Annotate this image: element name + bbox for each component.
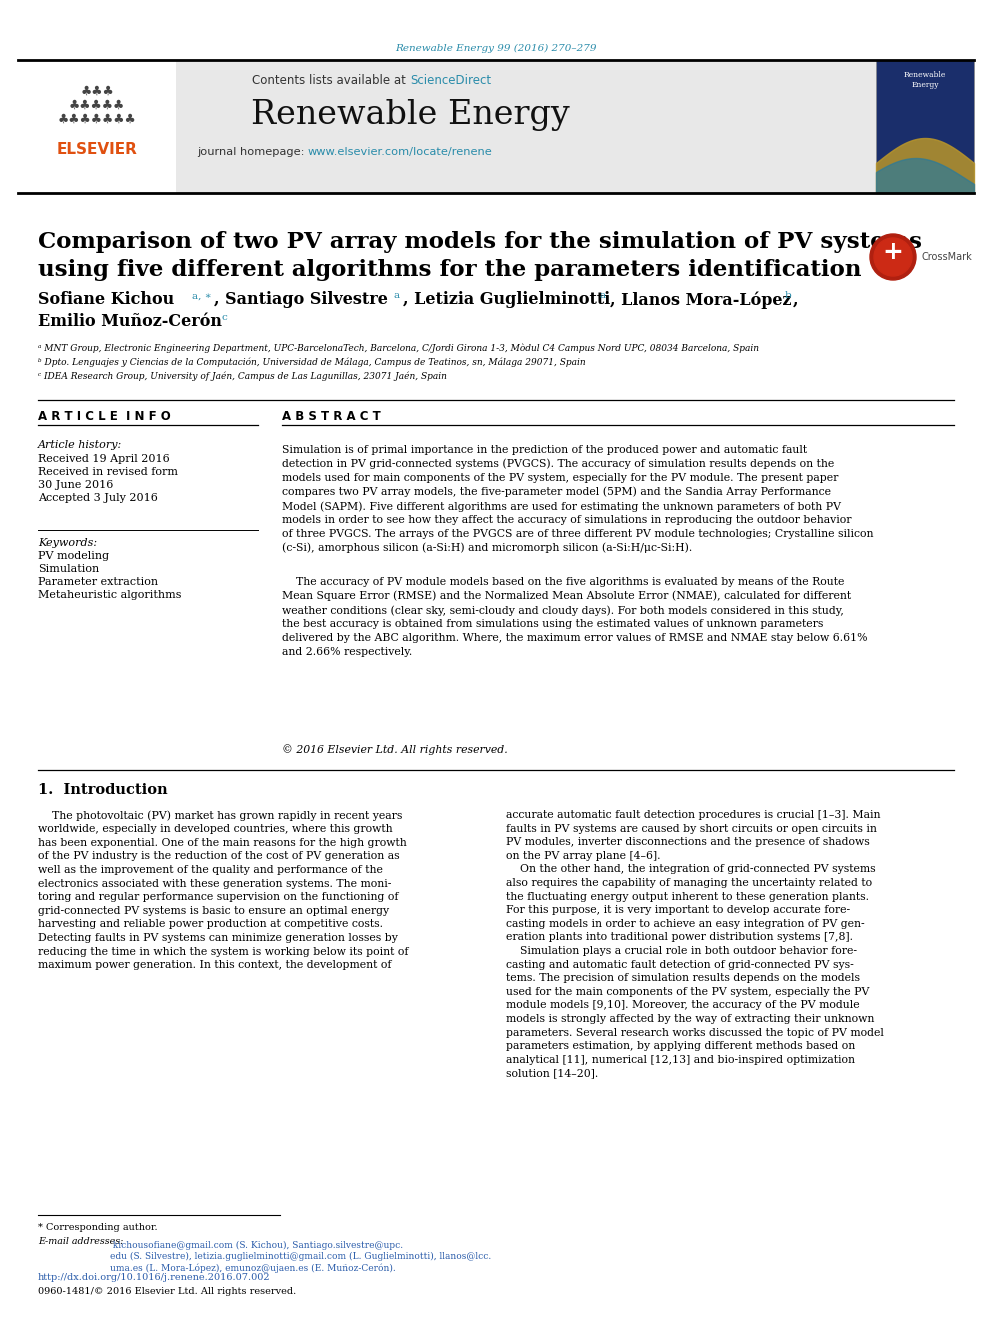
Text: PV modeling: PV modeling — [38, 550, 109, 561]
Text: ᵃ MNT Group, Electronic Engineering Department, UPC-BarcelonaTech, Barcelona, C/: ᵃ MNT Group, Electronic Engineering Depa… — [38, 343, 759, 353]
Circle shape — [870, 234, 916, 280]
Text: * Corresponding author.: * Corresponding author. — [38, 1224, 158, 1233]
Text: 0960-1481/© 2016 Elsevier Ltd. All rights reserved.: 0960-1481/© 2016 Elsevier Ltd. All right… — [38, 1287, 297, 1297]
Text: CrossMark: CrossMark — [921, 251, 972, 262]
Circle shape — [874, 238, 912, 277]
Text: 1.  Introduction: 1. Introduction — [38, 783, 168, 796]
Text: A B S T R A C T: A B S T R A C T — [282, 410, 381, 422]
Text: Keywords:: Keywords: — [38, 538, 97, 548]
Text: Simulation: Simulation — [38, 564, 99, 574]
Text: , Llanos Mora-López: , Llanos Mora-López — [610, 291, 792, 308]
Text: Renewable Energy: Renewable Energy — [251, 99, 569, 131]
Text: E-mail addresses:: E-mail addresses: — [38, 1237, 123, 1245]
Text: accurate automatic fault detection procedures is crucial [1–3]. Main
faults in P: accurate automatic fault detection proce… — [506, 810, 884, 1078]
Text: a: a — [600, 291, 606, 300]
Text: Contents lists available at: Contents lists available at — [252, 74, 410, 86]
Text: , Letizia Guglielminotti: , Letizia Guglielminotti — [403, 291, 610, 308]
Text: ♣♣♣
♣♣♣♣♣
♣♣♣♣♣♣♣: ♣♣♣ ♣♣♣♣♣ ♣♣♣♣♣♣♣ — [58, 85, 136, 126]
Text: © 2016 Elsevier Ltd. All rights reserved.: © 2016 Elsevier Ltd. All rights reserved… — [282, 745, 508, 755]
Text: , Santiago Silvestre: , Santiago Silvestre — [214, 291, 388, 308]
Text: Parameter extraction: Parameter extraction — [38, 577, 158, 587]
Text: using five different algorithms for the parameters identification: using five different algorithms for the … — [38, 259, 861, 280]
Text: Simulation is of primal importance in the prediction of the produced power and a: Simulation is of primal importance in th… — [282, 445, 874, 553]
Text: The photovoltaic (PV) market has grown rapidly in recent years
worldwide, especi: The photovoltaic (PV) market has grown r… — [38, 810, 409, 970]
Text: ScienceDirect: ScienceDirect — [410, 74, 491, 86]
Text: Renewable
Energy: Renewable Energy — [904, 71, 946, 89]
Text: journal homepage:: journal homepage: — [196, 147, 308, 157]
Text: Sofiane Kichou: Sofiane Kichou — [38, 291, 175, 308]
Text: a, ∗: a, ∗ — [192, 291, 211, 300]
Text: Comparison of two PV array models for the simulation of PV systems: Comparison of two PV array models for th… — [38, 232, 922, 253]
Bar — [876, 60, 974, 193]
Text: kichousofiane@gmail.com (S. Kichou), Santiago.silvestre@upc.
edu (S. Silvestre),: kichousofiane@gmail.com (S. Kichou), San… — [110, 1241, 491, 1273]
Text: Emilio Muñoz-Cerón: Emilio Muñoz-Cerón — [38, 314, 222, 331]
Text: A R T I C L E  I N F O: A R T I C L E I N F O — [38, 410, 171, 422]
Text: Received in revised form: Received in revised form — [38, 467, 178, 478]
Text: Received 19 April 2016: Received 19 April 2016 — [38, 454, 170, 464]
Text: Accepted 3 July 2016: Accepted 3 July 2016 — [38, 493, 158, 503]
Text: Metaheuristic algorithms: Metaheuristic algorithms — [38, 590, 182, 601]
Text: Renewable Energy 99 (2016) 270–279: Renewable Energy 99 (2016) 270–279 — [395, 44, 597, 53]
Text: b: b — [785, 291, 792, 300]
Bar — [18, 60, 176, 193]
Text: ᵇ Dpto. Lenguajes y Ciencias de la Computación, Universidad de Málaga, Campus de: ᵇ Dpto. Lenguajes y Ciencias de la Compu… — [38, 357, 585, 366]
Text: www.elsevier.com/locate/renene: www.elsevier.com/locate/renene — [308, 147, 493, 157]
Text: http://dx.doi.org/10.1016/j.renene.2016.07.002: http://dx.doi.org/10.1016/j.renene.2016.… — [38, 1274, 271, 1282]
Bar — [18, 60, 974, 193]
Text: 30 June 2016: 30 June 2016 — [38, 480, 113, 490]
Text: +: + — [883, 239, 904, 265]
Text: c: c — [222, 314, 228, 323]
Text: ELSEVIER: ELSEVIER — [57, 143, 138, 157]
Text: ᶜ IDEA Research Group, University of Jaén, Campus de Las Lagunillas, 23071 Jaén,: ᶜ IDEA Research Group, University of Jaé… — [38, 372, 446, 381]
Text: ,: , — [793, 291, 799, 308]
Text: Article history:: Article history: — [38, 441, 122, 450]
Text: The accuracy of PV module models based on the five algorithms is evaluated by me: The accuracy of PV module models based o… — [282, 577, 867, 656]
Text: a: a — [394, 291, 400, 300]
